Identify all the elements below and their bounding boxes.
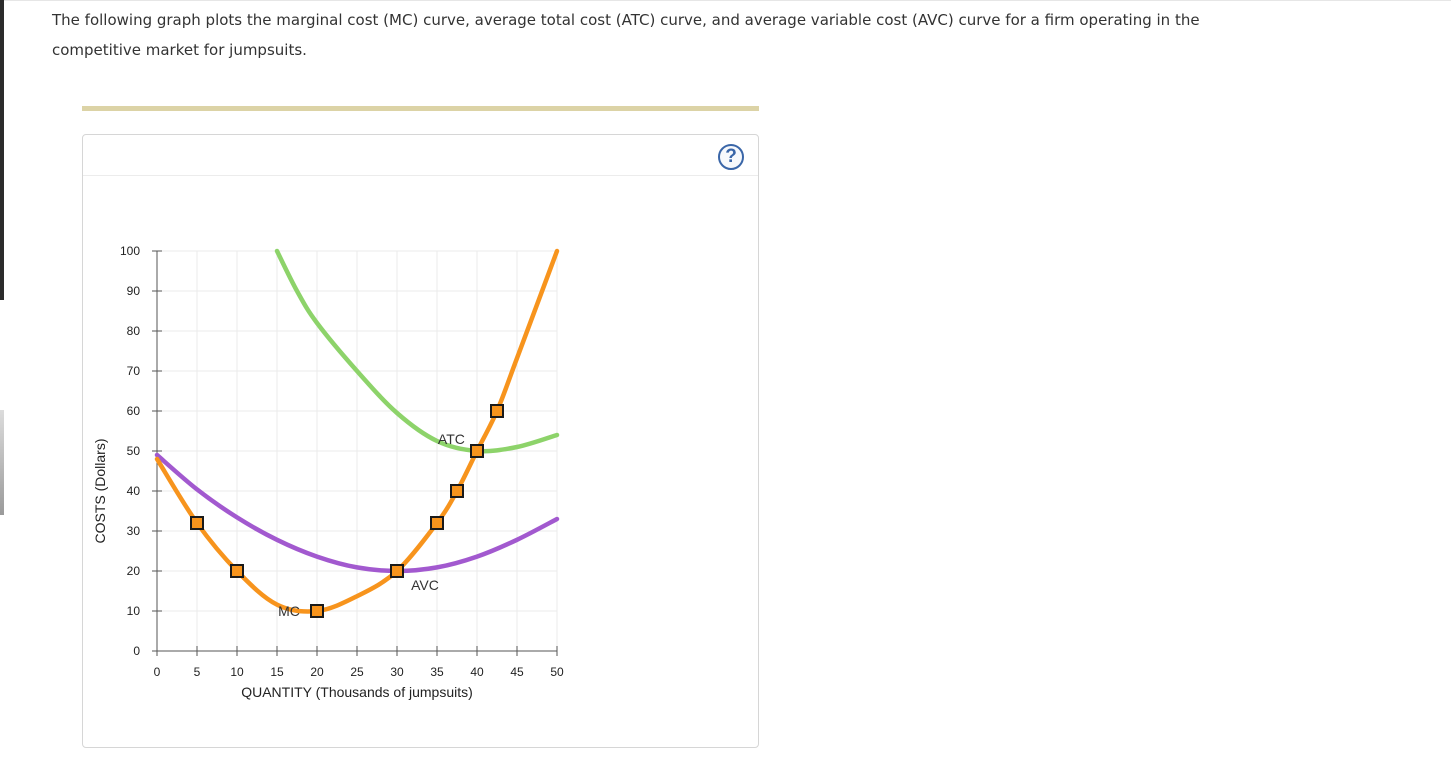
panel-header-divider xyxy=(83,175,758,176)
cost-curves-chart: 0 5 10 15 20 25 30 35 40 45 50 0 10 20 30 40 50 60 70 80 90 1… xyxy=(92,244,564,700)
mc-point-marker xyxy=(310,604,324,618)
mc-point-marker xyxy=(390,564,404,578)
x-tick-label: 35 xyxy=(430,665,444,679)
y-tick-label: 60 xyxy=(127,404,141,418)
x-tick-label: 40 xyxy=(470,665,484,679)
y-tick-label: 100 xyxy=(120,244,140,258)
mc-curve-label: MC xyxy=(278,603,300,619)
mc-point-marker xyxy=(470,444,484,458)
mc-point-marker xyxy=(230,564,244,578)
top-rule xyxy=(0,0,1451,1)
left-edge-bar xyxy=(0,0,4,300)
x-tick-label: 25 xyxy=(350,665,364,679)
y-tick-label: 30 xyxy=(127,524,141,538)
accent-bar xyxy=(82,106,759,111)
y-tick-label: 20 xyxy=(127,564,141,578)
y-tick-label: 70 xyxy=(127,364,141,378)
x-tick-label: 45 xyxy=(510,665,524,679)
intro-text: The following graph plots the marginal c… xyxy=(52,11,1200,59)
x-tick-label: 30 xyxy=(390,665,404,679)
mc-point-marker xyxy=(430,516,444,530)
labels: MC ATC AVC xyxy=(278,431,465,619)
axes: 0 5 10 15 20 25 30 35 40 45 50 0 10 20 30 40 50 60 70 80 90 1… xyxy=(92,244,564,700)
avc-curve-label: AVC xyxy=(411,577,439,593)
x-tick-label: 10 xyxy=(230,665,244,679)
y-tick-label: 0 xyxy=(133,644,140,658)
y-tick-label: 10 xyxy=(127,604,141,618)
y-tick-label: 90 xyxy=(127,284,141,298)
x-tick-label: 0 xyxy=(154,665,161,679)
avc-curve xyxy=(154,452,560,574)
x-tick-label: 20 xyxy=(310,665,324,679)
left-edge-scrollbar xyxy=(0,410,4,515)
atc-curve-label: ATC xyxy=(438,431,465,447)
y-tick-label: 80 xyxy=(127,324,141,338)
markers xyxy=(190,404,504,618)
x-tick-label: 50 xyxy=(550,665,564,679)
y-axis-title: COSTS (Dollars) xyxy=(92,438,108,543)
mc-point-marker xyxy=(490,404,504,418)
y-tick-label: 50 xyxy=(127,444,141,458)
help-button[interactable]: ? xyxy=(718,144,744,170)
y-tick-label: 40 xyxy=(127,484,141,498)
atc-curve xyxy=(274,248,560,454)
x-tick-label: 15 xyxy=(270,665,284,679)
mc-point-marker xyxy=(450,484,464,498)
graph-panel: ? 0 5 10 15 20 25 30 35 40 45 50 0 10 20 30 40 50 60 70 80 9… xyxy=(82,134,759,748)
x-axis-title: QUANTITY (Thousands of jumpsuits) xyxy=(241,684,473,700)
x-tick-label: 5 xyxy=(194,665,201,679)
mc-point-marker xyxy=(190,516,204,530)
